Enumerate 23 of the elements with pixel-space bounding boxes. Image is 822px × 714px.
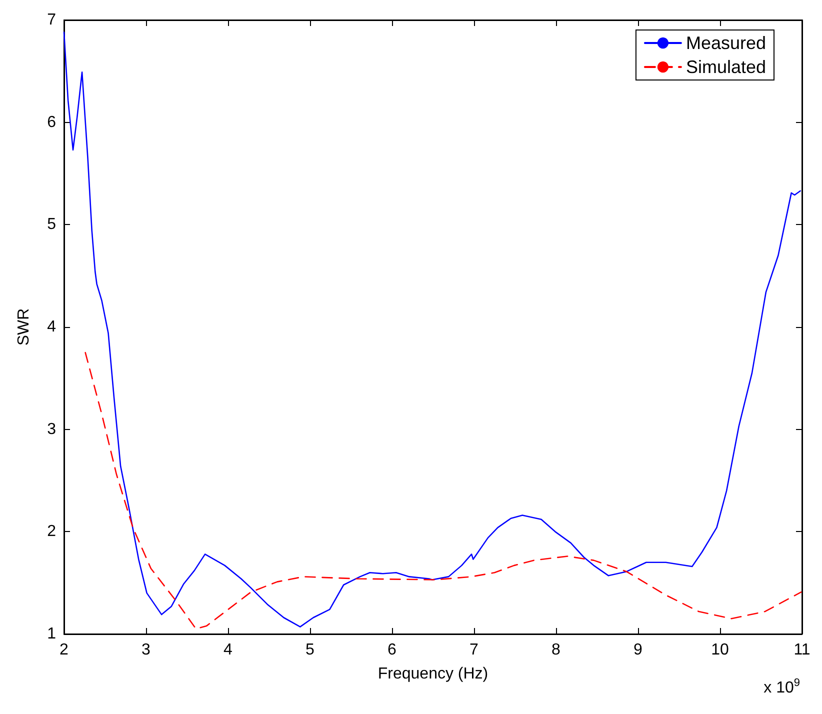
y-tick-label: 1 xyxy=(47,626,56,642)
x-tick-label: 9 xyxy=(634,642,643,658)
x-axis-title: Frequency (Hz) xyxy=(378,666,488,682)
x-tick-label: 11 xyxy=(794,642,810,658)
x-tick-label: 4 xyxy=(224,642,233,658)
legend-label: Measured xyxy=(686,33,766,53)
line-series xyxy=(84,352,802,630)
y-tick-label: 7 xyxy=(47,12,56,28)
y-tick-label: 3 xyxy=(47,420,56,438)
x-tick-label: 3 xyxy=(142,642,151,658)
y-tick-label: 6 xyxy=(47,114,56,131)
x-tick-label: 7 xyxy=(470,642,479,658)
legend-label: Simulated xyxy=(686,57,766,77)
x-tick-label: 10 xyxy=(711,642,729,658)
line-series xyxy=(63,32,802,628)
y-tick-label: 5 xyxy=(47,216,56,234)
y-tick-label: 2 xyxy=(47,523,56,540)
x-tick-label: 5 xyxy=(306,642,315,658)
y-axis-title: SWR xyxy=(16,308,32,346)
x-tick-label: 6 xyxy=(388,642,397,658)
y-tick-label: 4 xyxy=(47,318,56,336)
x-tick-label: 2 xyxy=(60,642,69,658)
x-tick-label: 8 xyxy=(552,642,561,658)
